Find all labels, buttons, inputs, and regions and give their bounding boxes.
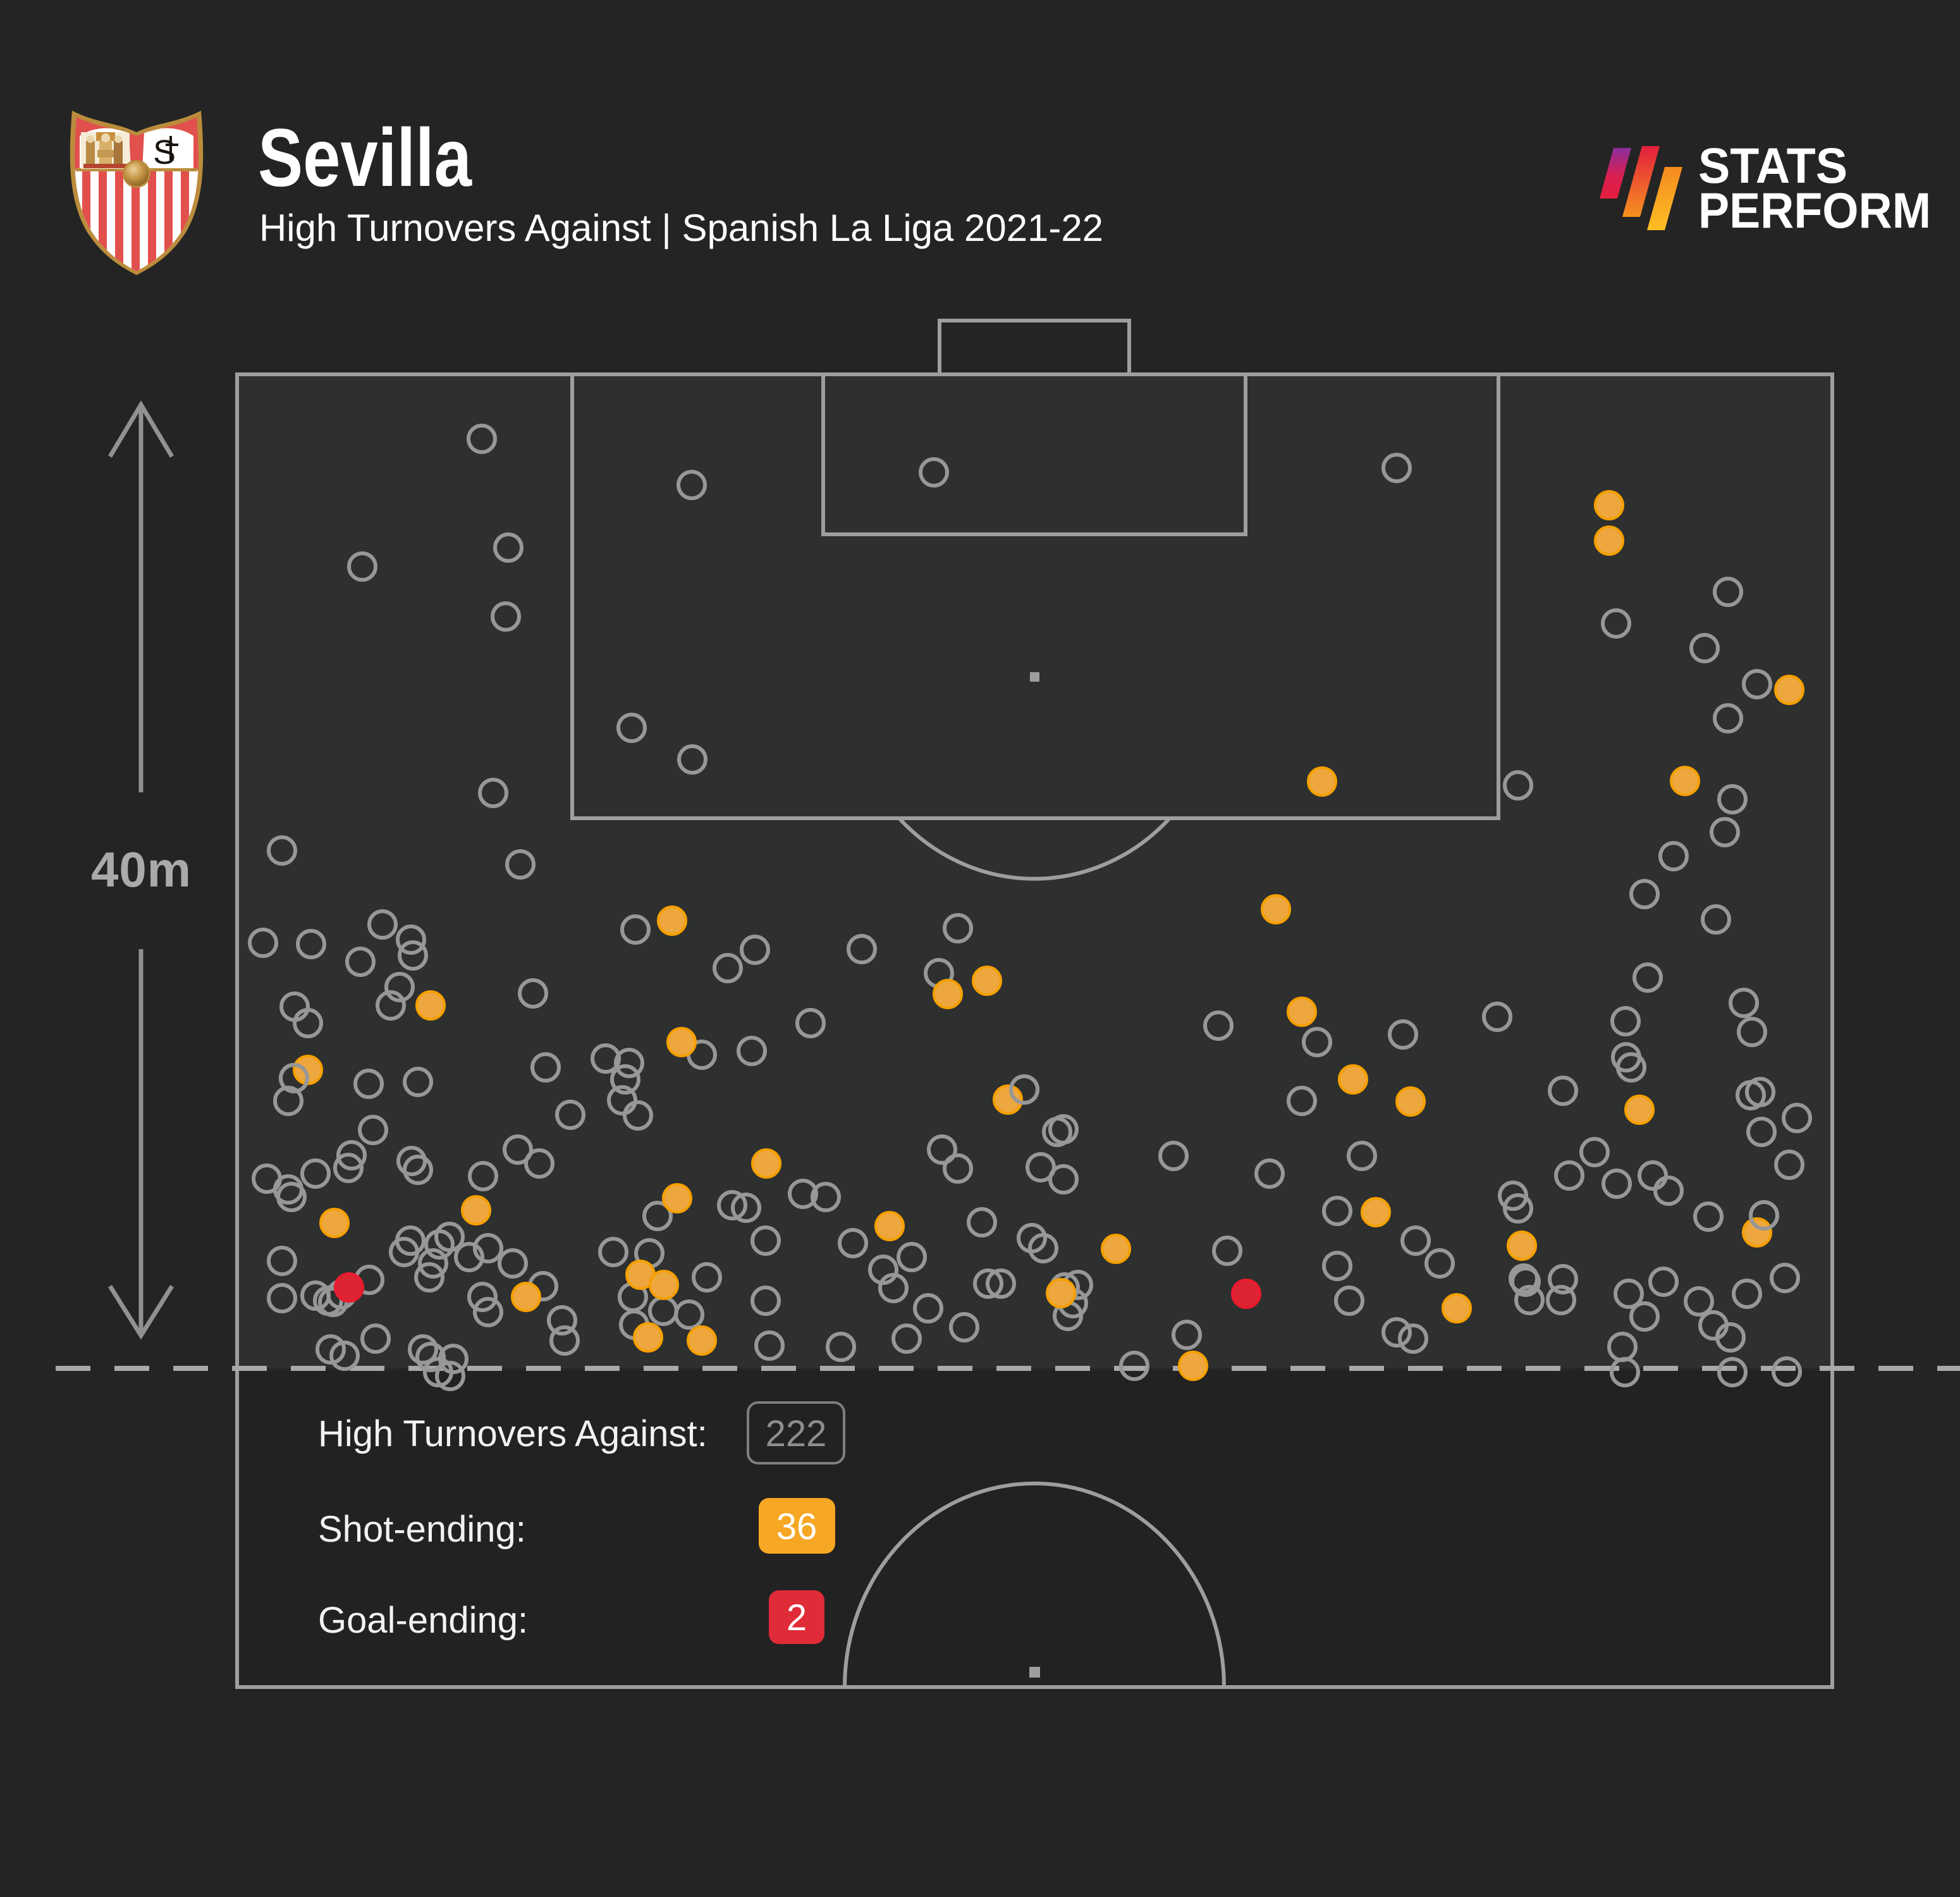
svg-text:2: 2 — [787, 1597, 807, 1638]
svg-text:40m: 40m — [91, 842, 191, 897]
svg-text:High Turnovers Against:: High Turnovers Against: — [318, 1413, 707, 1454]
svg-text:Shot-ending:: Shot-ending: — [318, 1509, 526, 1550]
svg-text:222: 222 — [766, 1413, 827, 1454]
svg-text:Sevilla: Sevilla — [258, 111, 472, 204]
svg-text:STATS: STATS — [1698, 137, 1847, 193]
svg-text:36: 36 — [776, 1506, 818, 1547]
svg-text:High Turnovers Against | Spani: High Turnovers Against | Spanish La Liga… — [259, 207, 1103, 249]
svg-text:PERFORM: PERFORM — [1698, 182, 1931, 238]
svg-text:Goal-ending:: Goal-ending: — [318, 1600, 528, 1641]
svg-text:S: S — [153, 133, 176, 171]
